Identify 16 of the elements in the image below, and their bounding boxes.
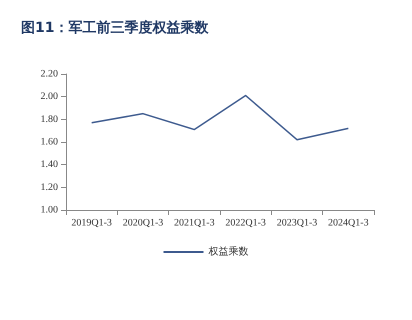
y-tick-label: 1.00 [40,204,58,216]
legend-label: 权益乘数 [208,246,248,258]
y-tick-label: 1.40 [40,159,58,170]
x-tick-label: 2022Q1-3 [225,218,266,228]
line-series [90,94,350,140]
x-tick-label: 2023Q1-3 [276,218,318,228]
y-tick-label: 2.00 [40,91,58,102]
x-tick-label: 2019Q1-3 [71,218,112,228]
y-tick-label: 1.20 [40,182,58,193]
y-tick-label: 2.20 [40,68,58,80]
x-tick-label: 2021Q1-3 [174,218,215,228]
x-tick-label: 2020Q1-3 [122,218,164,228]
chart-title: 图11：军工前三季度权益乘数 [21,19,210,36]
x-tick-label: 2024Q1-3 [328,218,369,228]
y-tick-label: 1.60 [40,136,58,148]
y-tick-label: 1.80 [40,114,58,125]
